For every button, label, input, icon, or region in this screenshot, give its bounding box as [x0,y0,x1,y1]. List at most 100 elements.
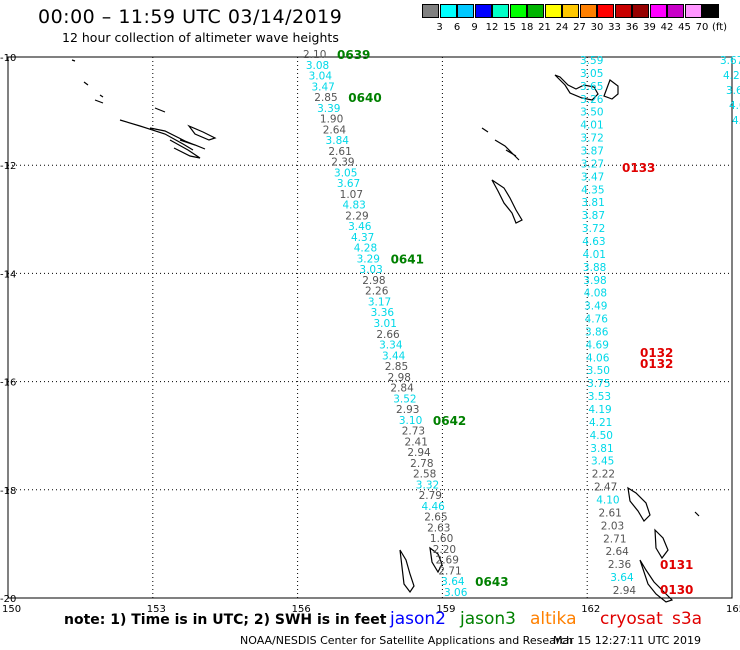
pass-time-label: 0132 [640,346,673,360]
colorbar-cell [614,4,632,18]
latitude-label: -12 [0,161,16,172]
wave-height-reading: 2.93 [396,404,419,416]
wave-height-reading: 2.47 [594,482,617,494]
colorbar-cell [667,4,684,18]
wave-height-reading: 3.08 [306,60,329,72]
latitude-label: -10 [0,53,16,64]
wave-height-reading: 3.52 [393,393,416,405]
pass-time-label: 0133 [622,161,655,175]
colorbar-cell [632,4,649,18]
colorbar-cell [509,4,527,18]
wave-height-reading: 3.01 [374,318,397,330]
loyalty-coast [399,546,443,594]
colorbar-cell [702,4,719,18]
solomon-islands-coast [71,59,217,159]
wave-height-reading: 4.21 [723,70,740,82]
satellite-legend-item: cryosat [600,609,663,629]
wave-height-reading: 3.46 [348,221,372,233]
wave-height-reading: 2.22 [592,469,615,481]
wave-height-reading: 4.01 [580,120,603,132]
wave-height-reading: 3.39 [317,103,340,115]
satellite-legend-item: s3a [672,609,703,629]
wave-height-reading: 2.78 [410,458,433,470]
satellite-legend-item: jason2 [390,609,446,629]
vanuatu-coast [554,74,619,101]
wave-height-reading: 2.79 [419,490,442,502]
wave-height-reading: 3.27 [581,158,604,170]
wave-height-reading: 2.03 [601,520,624,532]
map-frame [7,56,733,599]
credit-line: NOAA/NESDIS Center for Satellite Applica… [240,634,574,647]
wave-height-reading: 3.64 [441,576,465,588]
colorbar-label: (ft) [711,22,728,33]
colorbar-label: 42 [660,22,674,33]
wave-height-reading: 3.29 [357,253,380,265]
wave-height-reading: 2.63 [427,522,450,534]
colorbar-label: 15 [503,22,516,33]
pass-time-label: 0641 [391,252,424,266]
wave-height-reading: 4.06 [586,352,610,364]
wave-height-reading: 2.41 [405,436,428,448]
colorbar-label: 21 [538,22,551,33]
pass-time-label: 0639 [337,48,370,62]
pass-time-label: 0642 [433,414,466,428]
wave-height-reading: 3.26 [580,94,604,106]
satellite-legend-item: jason3 [460,609,516,629]
colorbar-cell [649,4,667,18]
wave-height-reading: 3.45 [591,456,614,468]
page-subtitle: 12 hour collection of altimeter wave hei… [62,30,339,45]
wave-height-reading: 2.26 [365,286,389,298]
colorbar-label: 36 [625,22,639,33]
wave-height-reading: 2.20 [433,544,456,556]
colorbar-cell [684,4,702,18]
altimeter-tracks: 2.103.083.043.472.853.391.902.643.842.61… [303,48,740,599]
colorbar-cell [439,4,457,18]
wave-height-reading: 3.32 [416,479,439,491]
wave-height-reading: 3.75 [587,378,610,390]
wave-height-reading: 3.81 [590,443,613,455]
wave-height-reading: 2.29 [345,210,368,222]
latitude-label: -18 [0,486,16,497]
wave-height-reading: 1.07 [340,189,363,201]
colorbar-label: 24 [555,22,569,33]
wave-height-reading: 4.76 [585,314,609,326]
wave-height-reading: 3.88 [583,262,606,274]
colorbar-label: 18 [520,22,534,33]
wave-height-reading: 2.39 [331,157,354,169]
wave-height-reading: 2.64 [605,546,629,558]
pass-time-label: 0131 [660,558,693,572]
wave-height-reading: 3.65 [580,81,603,93]
latitude-label: -14 [0,269,16,280]
coastlines [71,59,700,603]
colorbar-cell [492,4,509,18]
wave-height-reading: 2.58 [413,469,436,481]
wave-height-reading: 4.19 [588,404,611,416]
longitude-label: 156 [292,604,311,615]
wave-height-reading: 2.65 [424,512,447,524]
longitude-label: 162 [581,604,600,615]
wave-height-reading: 4.46 [421,501,445,513]
wave-height-reading: 2.71 [438,565,461,577]
wave-height-reading: 3.04 [309,71,333,83]
wave-height-reading: 4.69 [586,339,609,351]
colorbar-label: 27 [573,22,586,33]
wave-height-reading: 3.72 [582,223,605,235]
wave-height-reading: 3.50 [587,365,610,377]
colorbar-cell [457,4,474,18]
wave-height-reading: 3.98 [583,275,606,287]
pass-time-label: 0132 [640,357,673,371]
wave-height-reading: 3.06 [444,587,468,599]
wave-height-reading: 3.81 [581,197,604,209]
wave-height-reading: 3.05 [334,167,357,179]
wave-height-reading: 2.98 [388,372,411,384]
wave-height-reading: 2.84 [390,383,414,395]
wave-height-reading: 4.10 [596,495,619,507]
colorbar-cell [527,4,544,18]
wave-height-reading: 2.64 [323,124,347,136]
wave-height-reading: 3.86 [585,326,609,338]
wave-height-reading: 3.50 [580,107,603,119]
wave-height-reading: 4.37 [351,232,374,244]
wave-height-reading: 2.85 [385,361,408,373]
new-caledonia-coast [627,486,700,603]
